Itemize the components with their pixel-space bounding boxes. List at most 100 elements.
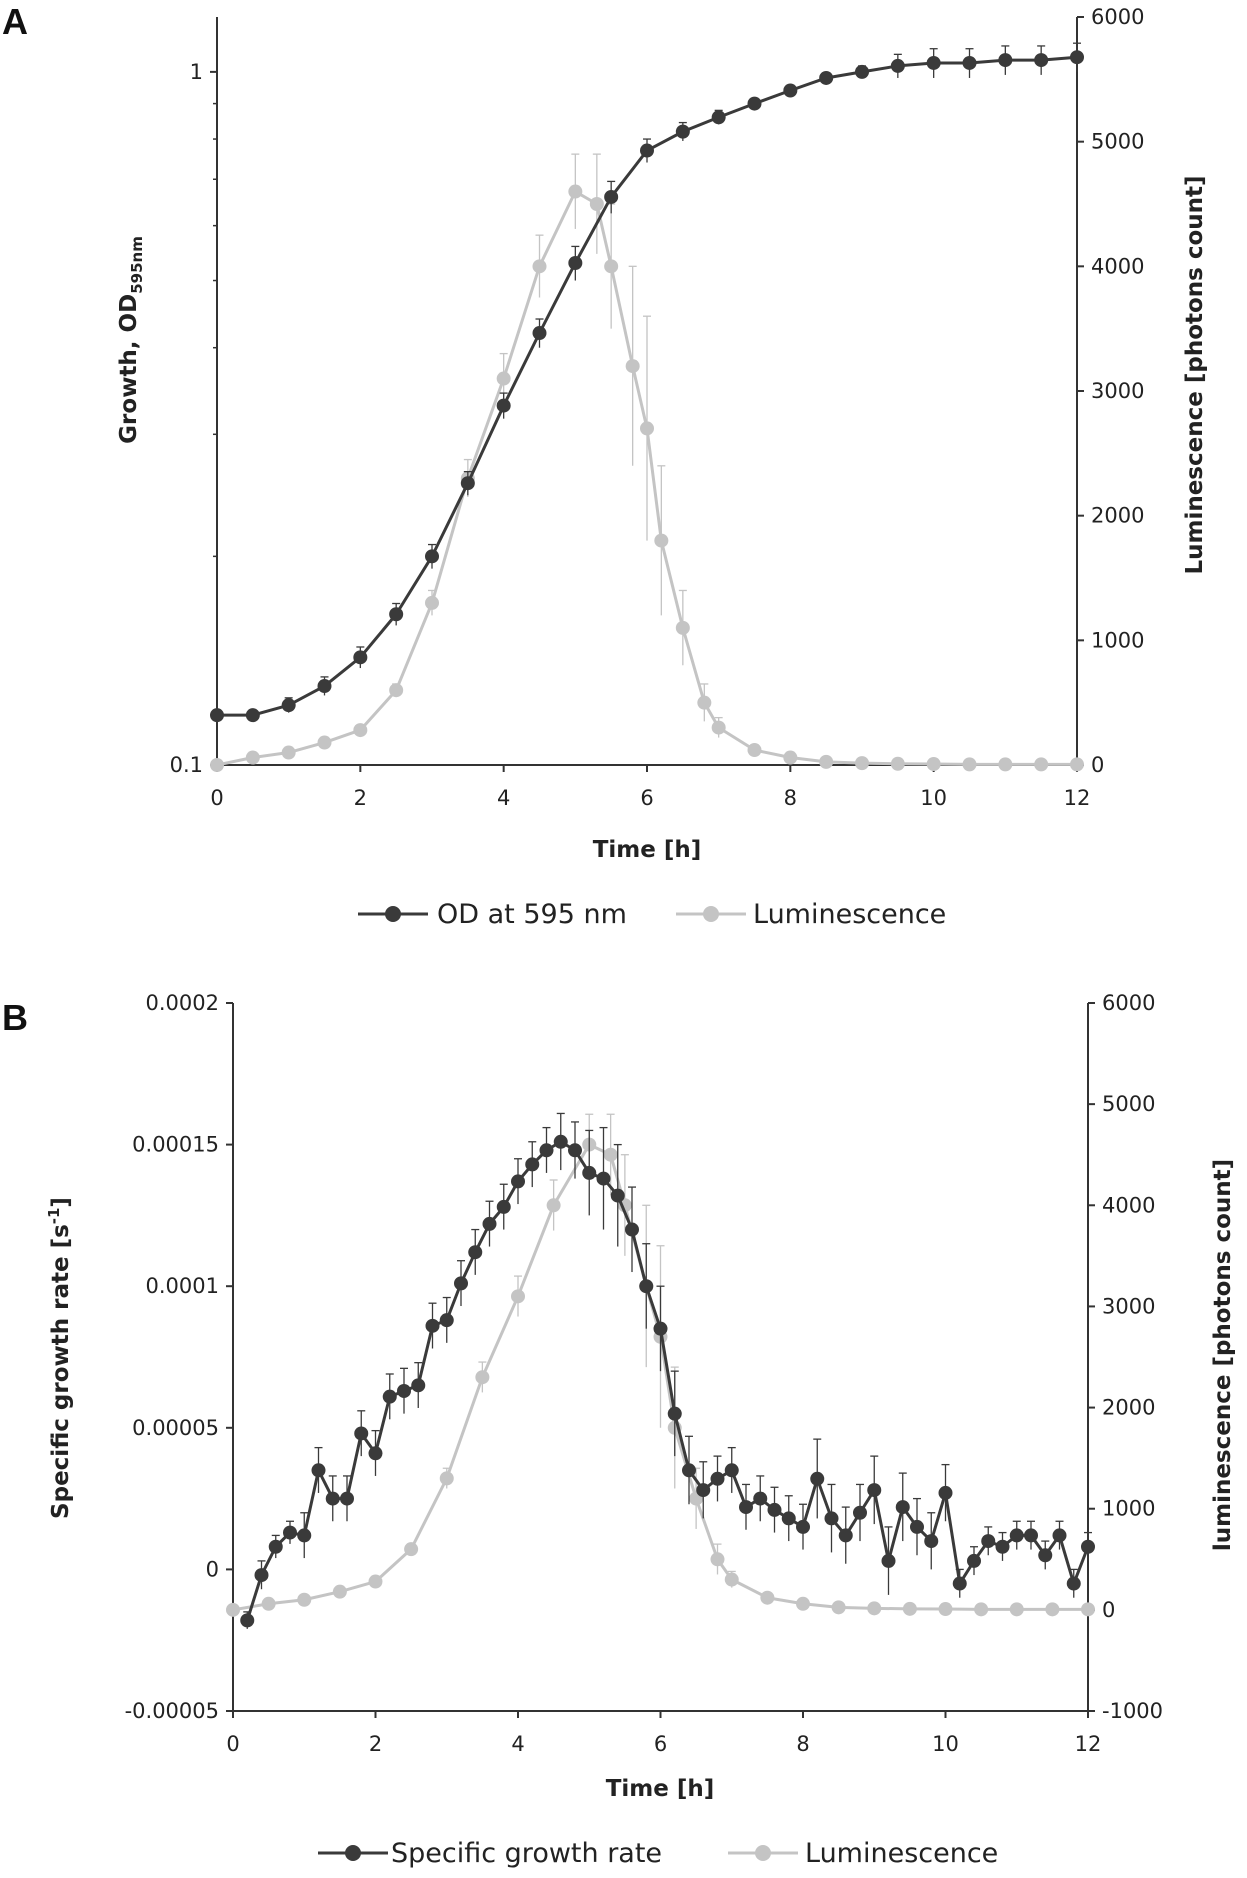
- specific-growth-rate-point: [496, 1199, 511, 1214]
- specific-growth-rate-point: [895, 1500, 910, 1515]
- specific-growth-rate-point: [468, 1245, 483, 1260]
- luminescence-point: [261, 1596, 276, 1611]
- y-tick-label: 1: [190, 60, 203, 84]
- luminescence-point: [938, 1602, 953, 1617]
- legend-lum-label-a: Luminescence: [753, 899, 946, 930]
- od-at-595-nm-point: [210, 708, 224, 723]
- luminescence-point: [855, 756, 869, 771]
- legend-lum-marker-a: [703, 906, 719, 922]
- luminescence-point: [210, 758, 224, 772]
- x-tick-label: 12: [1064, 786, 1091, 810]
- specific-growth-rate-point: [610, 1188, 625, 1203]
- luminescence-point: [783, 750, 798, 765]
- luminescence-point: [425, 595, 439, 610]
- y2-tick-label: 6000: [1102, 991, 1155, 1015]
- chart-panel-b: B -0.00005 0 0.00005 0.0001 0.00015 0.0002 -10…: [2, 991, 1236, 1869]
- y2-tick-label: 1000: [1102, 1497, 1155, 1521]
- y2-tick-label: 5000: [1091, 130, 1144, 154]
- luminescence-point: [245, 750, 260, 765]
- od-at-595-nm-point: [532, 326, 547, 341]
- y2-axis-title-a: Luminescence [photons count]: [1182, 175, 1208, 574]
- od-at-595-nm-point: [998, 53, 1013, 68]
- specific-growth-rate-point: [767, 1502, 782, 1517]
- luminescence-point: [724, 1572, 739, 1587]
- panel-label-b: B: [2, 997, 28, 1038]
- luminescence-point: [568, 184, 583, 199]
- luminescence-point: [404, 1542, 419, 1557]
- luminescence-point: [890, 756, 905, 771]
- specific-growth-rate-point: [1009, 1528, 1024, 1543]
- luminescence-point: [532, 259, 547, 274]
- luminescence-point: [1070, 757, 1084, 772]
- od-at-595-nm-point: [783, 83, 798, 98]
- luminescence-point: [1081, 1602, 1095, 1617]
- od-at-595-nm-point: [962, 55, 977, 70]
- x-tick-label: 8: [796, 1732, 809, 1756]
- luminescence-point: [697, 695, 712, 710]
- specific-growth-rate-point: [910, 1519, 924, 1534]
- specific-growth-rate-point: [240, 1613, 255, 1628]
- luminescence-point: [625, 359, 640, 374]
- specific-growth-rate-point: [938, 1485, 953, 1500]
- specific-growth-rate-point: [439, 1313, 454, 1328]
- od-at-595-nm-point: [425, 549, 439, 564]
- od-at-595-nm-point: [389, 607, 404, 622]
- specific-growth-rate-point: [1066, 1576, 1081, 1591]
- luminescence-point: [604, 259, 619, 274]
- specific-growth-rate-point: [268, 1539, 283, 1554]
- luminescence-point: [760, 1590, 775, 1605]
- y2-tick-label: 6000: [1091, 5, 1144, 29]
- x-tick-label: 12: [1075, 1732, 1102, 1756]
- y-tick-label: 0.0002: [146, 991, 219, 1015]
- specific-growth-rate-point: [382, 1389, 397, 1404]
- y2-tick-label: 5000: [1102, 1092, 1155, 1116]
- specific-growth-rate-point: [810, 1471, 825, 1486]
- luminescence-point: [796, 1596, 810, 1611]
- luminescence-point: [511, 1289, 525, 1304]
- legend-a: OD at 595 nm Luminescence: [358, 899, 946, 930]
- od-at-595-nm-point: [890, 58, 905, 73]
- y2-tick-label: 2000: [1091, 504, 1144, 528]
- legend-b: Specific growth rate Luminescence: [318, 1838, 998, 1869]
- specific-growth-rate-point: [753, 1491, 768, 1506]
- luminescence-point: [281, 745, 296, 760]
- x-tick-label: 6: [654, 1732, 667, 1756]
- x-axis-title-a: Time [h]: [593, 837, 702, 863]
- luminescence-point: [831, 1600, 846, 1615]
- luminescence-point: [1034, 757, 1049, 772]
- specific-growth-rate-point: [653, 1321, 668, 1336]
- y2-tick-label: 3000: [1091, 379, 1144, 403]
- specific-growth-rate-point: [525, 1157, 540, 1172]
- specific-growth-rate-point: [411, 1378, 426, 1393]
- od-at-595-nm-point: [747, 96, 762, 111]
- specific-growth-rate-point: [454, 1276, 468, 1291]
- luminescence-point: [902, 1601, 917, 1616]
- luminescence-point: [589, 197, 604, 211]
- specific-growth-rate-point: [397, 1383, 411, 1398]
- specific-growth-rate-point: [682, 1463, 696, 1478]
- luminescence-point: [654, 533, 669, 548]
- specific-growth-rate-point: [824, 1511, 839, 1526]
- luminescence-point: [867, 1601, 882, 1616]
- y2-tick-label: 1000: [1091, 628, 1144, 652]
- x-tick-label: 0: [210, 786, 223, 810]
- od-at-595-nm-point: [1034, 53, 1049, 68]
- od-at-595-nm-point: [281, 698, 296, 713]
- specific-growth-rate-line: [245, 1140, 1090, 1621]
- y-tick-label: 0.1: [170, 753, 203, 777]
- specific-growth-rate-point: [425, 1318, 440, 1333]
- luminescence-point: [439, 1471, 454, 1486]
- specific-growth-rate-point: [696, 1483, 711, 1498]
- specific-growth-rate-point: [667, 1406, 682, 1421]
- specific-growth-rate-point: [582, 1165, 597, 1180]
- specific-growth-rate-point: [924, 1534, 939, 1549]
- luminescence-point: [998, 757, 1013, 772]
- luminescence-point: [974, 1602, 989, 1617]
- legend-lum-label-b: Luminescence: [805, 1838, 998, 1869]
- x-tick-label: 2: [354, 786, 367, 810]
- specific-growth-rate-point: [340, 1491, 354, 1506]
- specific-growth-rate-point: [553, 1134, 568, 1149]
- x-tick-label: 2: [369, 1732, 382, 1756]
